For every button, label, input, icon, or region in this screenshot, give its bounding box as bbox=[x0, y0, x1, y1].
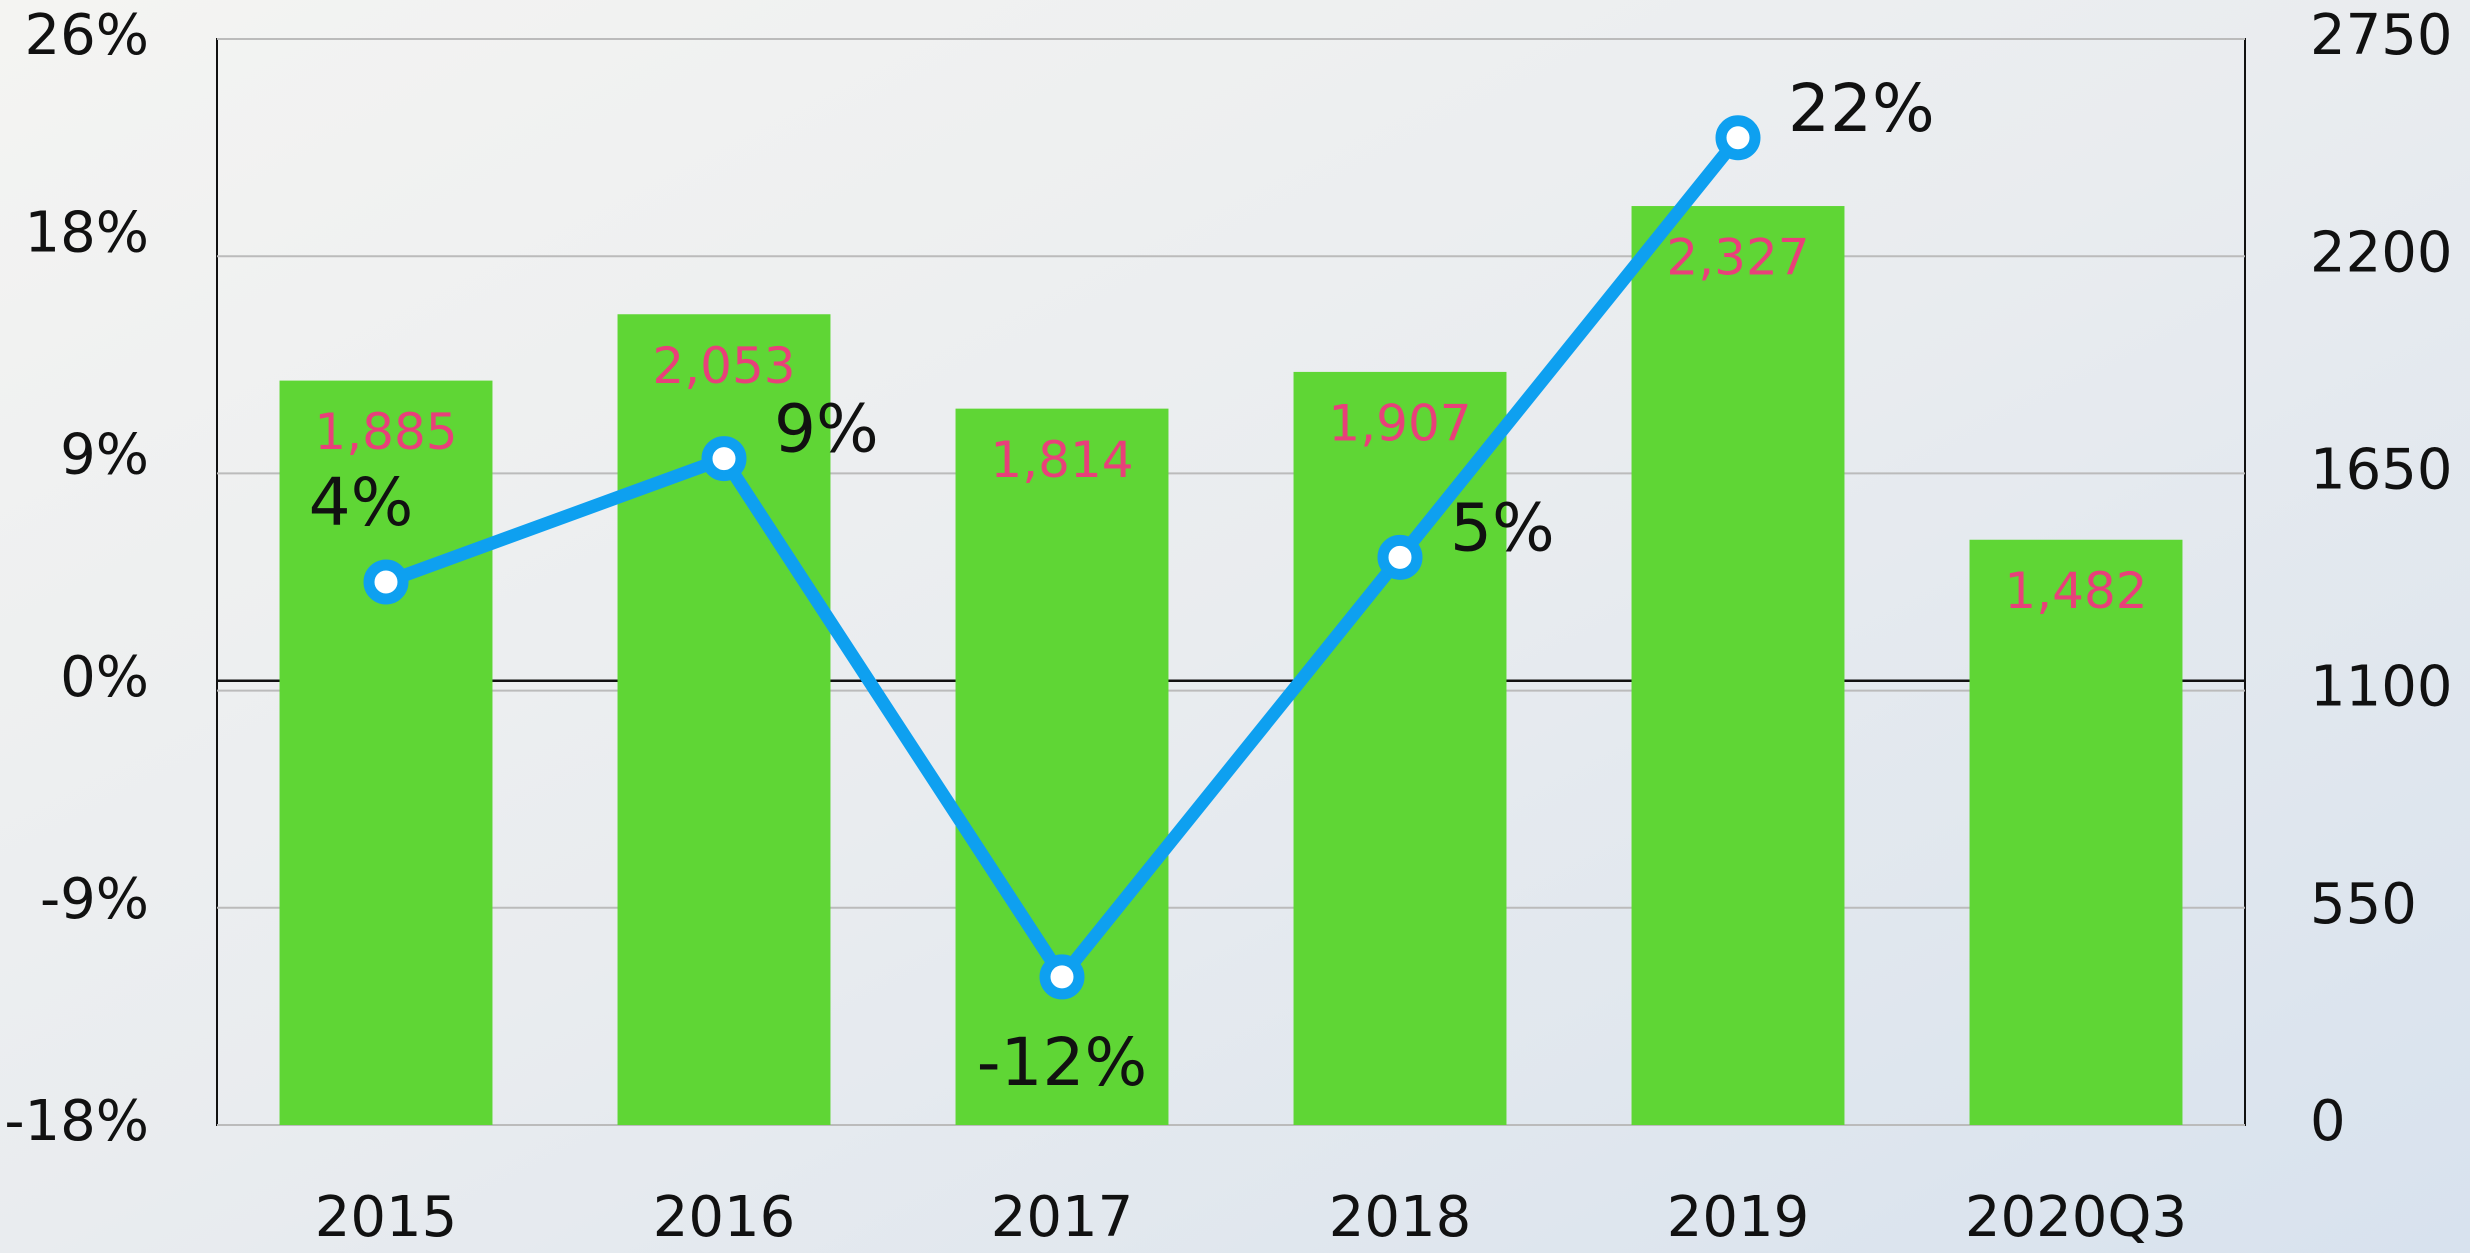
y2-tick-label: 1650 bbox=[2310, 438, 2453, 503]
line-marker bbox=[1715, 115, 1761, 161]
x-tick-label: 2019 bbox=[1667, 1185, 1810, 1250]
y2-tick-label: 1100 bbox=[2310, 655, 2453, 720]
x-tick-label: 2017 bbox=[991, 1185, 1134, 1250]
bar bbox=[279, 380, 493, 1125]
bar bbox=[955, 408, 1169, 1126]
y-tick-label: 9% bbox=[60, 423, 149, 488]
bar bbox=[1631, 206, 1845, 1126]
bar-value-label: 1,907 bbox=[1328, 394, 1471, 452]
x-tick-label: 2016 bbox=[653, 1185, 796, 1250]
y2-tick-label: 2750 bbox=[2310, 3, 2453, 68]
bar-value-label: 2,327 bbox=[1666, 229, 1809, 287]
bar-value-label: 1,482 bbox=[2004, 562, 2147, 620]
line-value-label: -12% bbox=[977, 1024, 1148, 1101]
x-tick-label: 2018 bbox=[1329, 1185, 1472, 1250]
y-tick-label: -18% bbox=[4, 1089, 149, 1154]
bar-value-label: 1,814 bbox=[990, 431, 1133, 489]
bar-value-label: 1,885 bbox=[314, 403, 457, 461]
bar bbox=[1969, 539, 2183, 1125]
bar-value-label: 2,053 bbox=[652, 337, 795, 395]
bar bbox=[1293, 371, 1507, 1126]
line-marker bbox=[1377, 534, 1423, 580]
line-value-label: 5% bbox=[1450, 489, 1555, 566]
y-tick-label: -9% bbox=[40, 867, 149, 932]
y-tick-label: 26% bbox=[25, 3, 149, 68]
line-marker bbox=[1039, 954, 1085, 1000]
y2-tick-label: 2200 bbox=[2310, 220, 2453, 285]
y-tick-label: 0% bbox=[60, 645, 149, 710]
y-tick-label: 18% bbox=[25, 201, 149, 266]
line-marker bbox=[701, 436, 747, 482]
x-tick-label: 2015 bbox=[315, 1185, 458, 1250]
y2-tick-label: 550 bbox=[2310, 872, 2417, 937]
line-value-label: 22% bbox=[1788, 70, 1935, 147]
y2-tick-label: 0 bbox=[2310, 1089, 2346, 1154]
line-value-label: 9% bbox=[774, 391, 879, 468]
line-marker bbox=[363, 559, 409, 605]
line-value-label: 4% bbox=[309, 464, 414, 541]
x-tick-label: 2020Q3 bbox=[1965, 1185, 2187, 1250]
